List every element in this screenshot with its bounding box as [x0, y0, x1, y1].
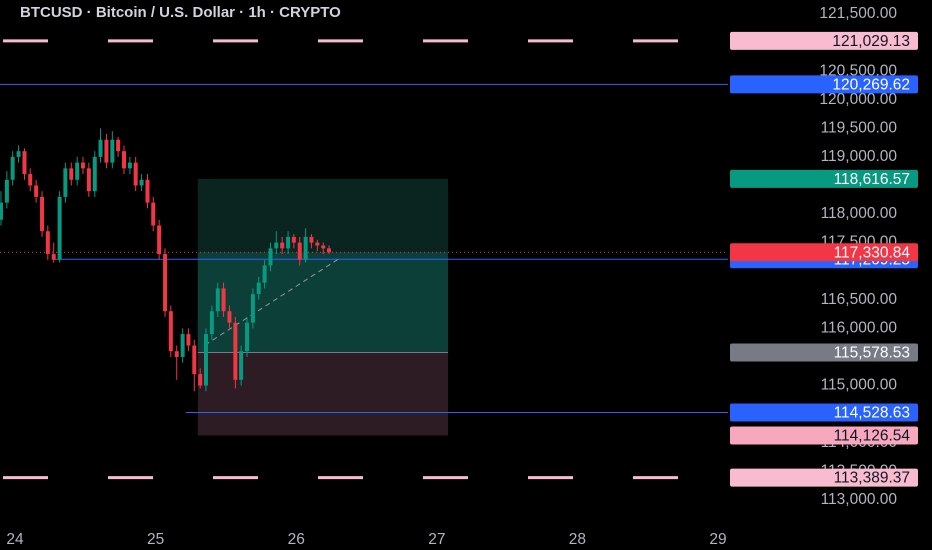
candle-body — [0, 202, 3, 220]
candles — [0, 128, 331, 392]
price-label: 118,616.57 — [834, 171, 910, 188]
price-label-box — [730, 343, 918, 362]
candle-body — [86, 168, 91, 192]
candle-body — [297, 242, 302, 260]
y-tick-label: 119,500.00 — [821, 119, 898, 136]
candle-body — [203, 334, 208, 386]
candle-body — [174, 351, 179, 357]
candle-body — [75, 162, 80, 180]
candle-body — [80, 162, 85, 169]
y-tick-label: 113,000.00 — [821, 491, 898, 508]
y-tick-label: 119,000.00 — [821, 148, 898, 165]
candle-body — [145, 179, 150, 203]
candle-body — [286, 236, 291, 249]
candle-body — [63, 168, 68, 197]
x-tick-label: 27 — [428, 531, 445, 548]
candle-body — [116, 139, 121, 152]
candle-body — [233, 322, 238, 380]
candle-body — [303, 236, 308, 260]
candle-body — [309, 236, 314, 243]
candle-body — [57, 196, 62, 260]
candle-body — [326, 248, 331, 253]
open-profit-zone — [197, 252, 449, 353]
candle-body — [133, 162, 138, 186]
price-label: 113,389.37 — [834, 470, 910, 487]
candle-body — [104, 139, 109, 163]
x-tick-label: 28 — [569, 531, 586, 548]
candle-body — [250, 294, 255, 323]
candle-body — [192, 345, 197, 375]
candle-body — [168, 311, 173, 352]
y-tick-label: 116,500.00 — [821, 291, 898, 308]
y-tick-label: 120,500.00 — [819, 62, 897, 79]
price-label: 115,578.53 — [834, 345, 910, 362]
candle-body — [69, 168, 74, 180]
x-tick-label: 25 — [147, 531, 164, 548]
candle-body — [245, 322, 250, 352]
candle-body — [157, 225, 162, 255]
candle-body — [110, 139, 115, 163]
candle-body — [28, 174, 33, 186]
chart-title: BTCUSD · Bitcoin / U.S. Dollar · 1h · CR… — [20, 4, 341, 21]
candle-body — [98, 139, 103, 157]
price-label: 114,528.63 — [834, 405, 910, 422]
price-label: 117,330.84 — [834, 244, 911, 261]
y-tick-label: 118,000.00 — [821, 205, 898, 222]
candle-body — [122, 151, 127, 169]
y-tick-label: 116,000.00 — [821, 319, 898, 336]
price-labels: 121,029.13120,269.62117,209.25114,528.63… — [730, 31, 918, 487]
y-tick-label: 115,000.00 — [821, 377, 898, 394]
candle-body — [315, 242, 320, 246]
candle-body — [16, 151, 21, 157]
price-axis: 113,000.00113,500.00114,000.00115,000.00… — [6, 5, 897, 548]
candle-body — [163, 254, 168, 312]
candle-body — [22, 151, 27, 175]
x-tick-label: 24 — [6, 531, 24, 548]
candle-body — [291, 236, 296, 243]
price-label: 114,126.54 — [834, 428, 911, 445]
candle-body — [256, 282, 261, 295]
price-label: 120,269.62 — [832, 76, 910, 93]
candle-body — [262, 265, 267, 283]
candle-body — [274, 242, 279, 249]
candle-body — [4, 179, 9, 203]
candle-body — [40, 196, 45, 232]
price-label-box — [730, 75, 918, 94]
candle-body — [51, 254, 56, 260]
candle-body — [198, 374, 203, 386]
y-tick-label: 120,000.00 — [819, 91, 897, 108]
x-tick-label: 26 — [288, 531, 305, 548]
candle-body — [215, 288, 220, 312]
price-label-box — [730, 31, 918, 50]
price-label-box — [730, 169, 918, 188]
price-label-box — [730, 243, 918, 262]
candle-body — [221, 288, 226, 312]
price-label-box — [730, 468, 918, 487]
candle-body — [227, 311, 232, 323]
candle-body — [34, 185, 39, 197]
price-label-box — [730, 426, 918, 445]
candle-body — [151, 202, 156, 226]
candle-body — [45, 231, 50, 255]
candle-body — [186, 334, 191, 346]
candle-body — [92, 156, 97, 192]
price-label-box — [730, 403, 918, 422]
price-lines — [0, 39, 728, 480]
candle-body — [321, 245, 326, 249]
candle-body — [280, 242, 285, 249]
x-tick-label: 29 — [709, 531, 726, 548]
candle-body — [268, 248, 273, 266]
candle-body — [139, 179, 144, 186]
candle-body — [180, 334, 185, 357]
candle-body — [127, 162, 132, 169]
position-tool — [197, 178, 449, 436]
candle-body — [239, 351, 244, 380]
price-label: 121,029.13 — [832, 33, 910, 50]
candle-body — [10, 156, 15, 180]
candle-body — [209, 311, 214, 335]
y-tick-label: 121,500.00 — [819, 5, 897, 22]
